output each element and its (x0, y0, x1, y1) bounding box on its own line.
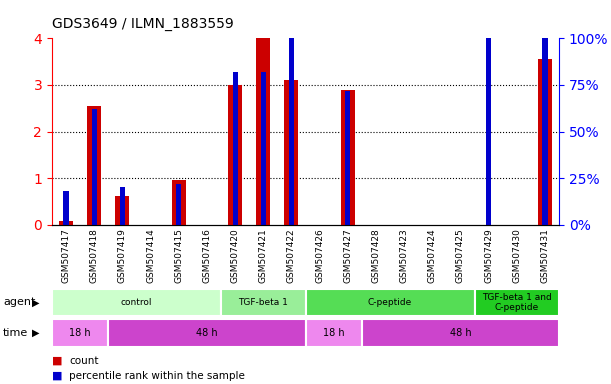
Text: 48 h: 48 h (196, 328, 218, 338)
Bar (341, 89, 355, 225)
Text: GSM507425: GSM507425 (456, 228, 465, 283)
Bar (59, 221, 73, 225)
Bar (52, 289, 221, 316)
Bar (486, 38, 491, 225)
Bar (52, 319, 108, 347)
Bar (543, 38, 547, 225)
Bar (221, 289, 306, 316)
Text: 18 h: 18 h (69, 328, 91, 338)
Text: GSM507415: GSM507415 (174, 228, 183, 283)
Text: GSM507430: GSM507430 (512, 228, 521, 283)
Text: GSM507426: GSM507426 (315, 228, 324, 283)
Text: GSM507418: GSM507418 (90, 228, 99, 283)
Bar (108, 319, 306, 347)
Text: GSM507422: GSM507422 (287, 228, 296, 283)
Text: GSM507419: GSM507419 (118, 228, 127, 283)
Text: ■: ■ (52, 371, 62, 381)
Text: C-peptide: C-peptide (368, 298, 412, 307)
Bar (538, 60, 552, 225)
Bar (261, 72, 266, 225)
Text: TGF-beta 1: TGF-beta 1 (238, 298, 288, 307)
Bar (233, 72, 238, 225)
Bar (115, 196, 130, 225)
Text: ▶: ▶ (32, 297, 39, 308)
Text: agent: agent (3, 297, 35, 308)
Bar (289, 38, 294, 225)
Text: ■: ■ (52, 356, 62, 366)
Bar (362, 319, 559, 347)
Bar (64, 191, 68, 225)
Text: GSM507424: GSM507424 (428, 228, 437, 283)
Text: count: count (69, 356, 98, 366)
Text: TGF-beta 1 and
C-peptide: TGF-beta 1 and C-peptide (482, 293, 552, 312)
Text: GSM507427: GSM507427 (343, 228, 353, 283)
Text: GSM507428: GSM507428 (371, 228, 381, 283)
Bar (306, 289, 475, 316)
Bar (87, 106, 101, 225)
Bar (176, 184, 181, 225)
Text: GSM507420: GSM507420 (230, 228, 240, 283)
Text: GSM507423: GSM507423 (400, 228, 409, 283)
Bar (120, 187, 125, 225)
Text: percentile rank within the sample: percentile rank within the sample (69, 371, 245, 381)
Bar (306, 319, 362, 347)
Bar (172, 180, 186, 225)
Text: GSM507421: GSM507421 (258, 228, 268, 283)
Text: 18 h: 18 h (323, 328, 345, 338)
Text: GSM507414: GSM507414 (146, 228, 155, 283)
Text: GSM507417: GSM507417 (62, 228, 70, 283)
Bar (345, 91, 350, 225)
Bar (475, 289, 559, 316)
Text: 48 h: 48 h (450, 328, 471, 338)
Text: control: control (121, 298, 152, 307)
Text: GSM507416: GSM507416 (202, 228, 211, 283)
Text: ▶: ▶ (32, 328, 39, 338)
Text: time: time (3, 328, 28, 338)
Text: GDS3649 / ILMN_1883559: GDS3649 / ILMN_1883559 (52, 17, 233, 31)
Bar (256, 38, 270, 225)
Bar (228, 85, 242, 225)
Bar (284, 80, 298, 225)
Text: GSM507431: GSM507431 (541, 228, 549, 283)
Bar (92, 109, 97, 225)
Text: GSM507429: GSM507429 (484, 228, 493, 283)
